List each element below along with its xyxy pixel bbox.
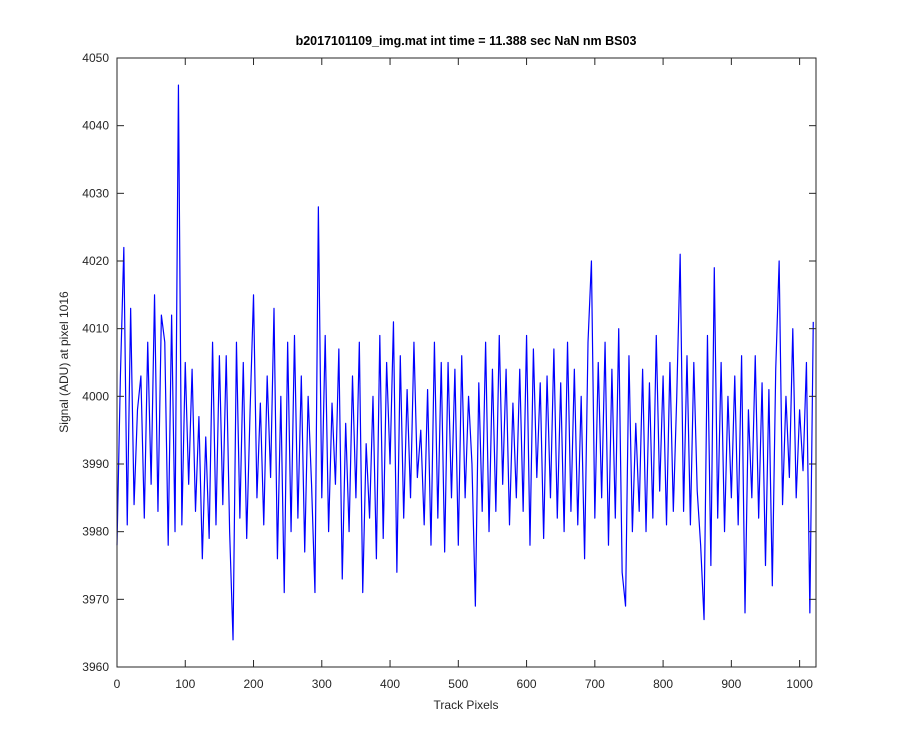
- x-tick-label: 200: [244, 677, 264, 691]
- x-tick-label: 0: [114, 677, 121, 691]
- x-tick-label: 300: [312, 677, 332, 691]
- x-tick-label: 900: [721, 677, 741, 691]
- chart-title: b2017101109_img.mat int time = 11.388 se…: [296, 34, 637, 48]
- y-tick-label: 3970: [82, 592, 109, 606]
- y-tick-label: 3980: [82, 525, 109, 539]
- x-tick-label: 600: [517, 677, 537, 691]
- x-tick-label: 1000: [786, 677, 813, 691]
- x-tick-label: 800: [653, 677, 673, 691]
- x-tick-label: 400: [380, 677, 400, 691]
- y-tick-label: 4050: [82, 51, 109, 65]
- data-line: [116, 84, 814, 641]
- y-tick-label: 4030: [82, 186, 109, 200]
- y-tick-label: 3990: [82, 457, 109, 471]
- y-axis-label: Signal (ADU) at pixel 1016: [57, 291, 71, 433]
- y-tick-label: 4020: [82, 254, 109, 268]
- x-tick-label: 500: [448, 677, 468, 691]
- x-tick-label: 100: [175, 677, 195, 691]
- x-axis-label: Track Pixels: [434, 698, 499, 712]
- y-tick-label: 3960: [82, 660, 109, 674]
- plot-area: [117, 58, 816, 667]
- y-tick-label: 4040: [82, 119, 109, 133]
- y-tick-label: 4000: [82, 389, 109, 403]
- x-tick-label: 700: [585, 677, 605, 691]
- axes-box: [116, 57, 817, 668]
- y-tick-label: 4010: [82, 322, 109, 336]
